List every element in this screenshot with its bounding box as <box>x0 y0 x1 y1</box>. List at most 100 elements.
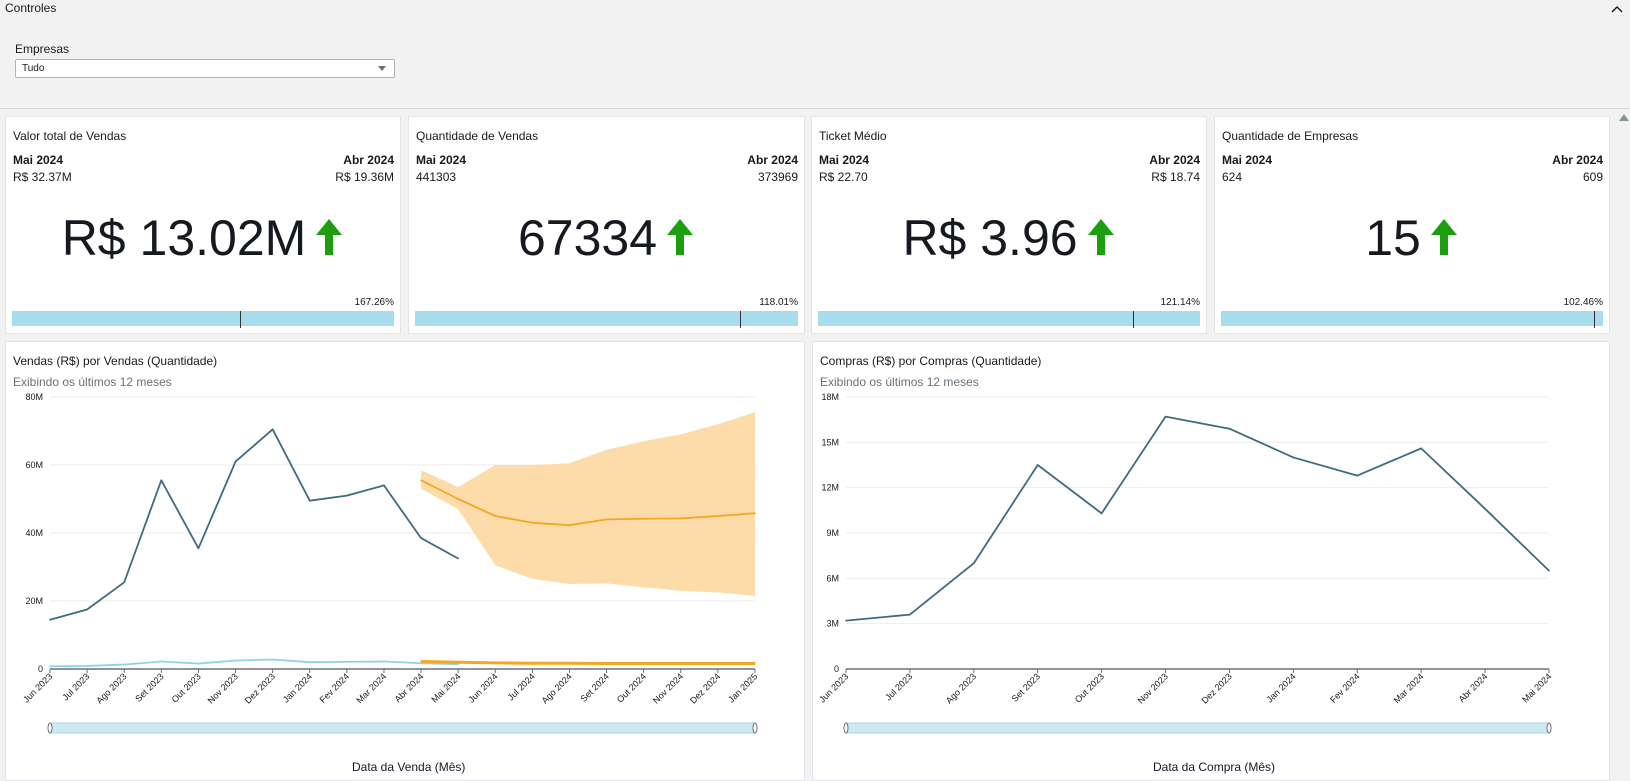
kpi-main-value: R$ 13.02M <box>61 210 307 266</box>
series-line <box>49 658 459 668</box>
x-tick-label: Ago 2023 <box>94 671 128 705</box>
previous-period-label: Abr 2024 <box>747 153 798 167</box>
kpi-title: Quantidade de Vendas <box>416 129 539 143</box>
kpi-main-value: 67334 <box>517 210 658 266</box>
data-point <box>1484 508 1486 510</box>
x-tick-label: Jun 2024 <box>466 671 499 704</box>
x-tick-label: Set 2023 <box>133 671 166 704</box>
kpi-main-value-wrap: 15 <box>1215 209 1609 267</box>
arrow-up-icon <box>1430 218 1457 255</box>
kpi-main-value-wrap: R$ 3.96 <box>812 209 1206 267</box>
chart-card-vendas: 0 20M 40M 60M 80M Jun 2023 Jul 2023 Ago 2023 Set… <box>5 341 805 781</box>
kpi-progress-bar <box>12 311 394 328</box>
range-slider-handle-left[interactable] <box>843 722 849 734</box>
x-tick-label: Jan 2024 <box>1265 671 1298 704</box>
data-point <box>49 665 51 668</box>
x-tick-label: Mai 2024 <box>429 671 462 704</box>
arrow-up-icon <box>316 218 343 255</box>
data-point <box>717 662 719 665</box>
x-tick-label: Mar 2024 <box>354 671 388 705</box>
kpi-card-quantidade-empresas: Quantidade de Empresas Mai 2024 624 Abr 202… <box>1214 116 1610 334</box>
kpi-main-value: 15 <box>1365 210 1421 266</box>
data-point <box>234 659 237 662</box>
kpi-percent: 102.46% <box>1563 297 1603 308</box>
controls-panel: Controles Empresas Tudo <box>0 0 1630 109</box>
data-point <box>717 515 719 517</box>
data-point <box>605 518 608 521</box>
x-tick-label: Dez 2023 <box>243 671 277 705</box>
data-point <box>457 498 459 500</box>
data-point <box>160 479 163 482</box>
x-tick-label: Jul 2024 <box>506 671 537 702</box>
kpi-card-quantidade-vendas: Quantidade de Vendas Mai 2024 441303 Abr 20… <box>408 116 805 334</box>
previous-period-value: R$ 19.36M <box>335 170 394 184</box>
y-tick-label: 40M <box>25 528 43 538</box>
kpi-progress-marker <box>739 311 741 328</box>
y-tick-label: 0 <box>834 664 839 674</box>
data-point <box>679 517 682 520</box>
data-point <box>1420 447 1422 450</box>
filter-label-empresas: Empresas <box>15 42 70 56</box>
empresas-select[interactable]: Tudo <box>15 59 395 78</box>
current-period-label: Mai 2024 <box>1222 153 1273 167</box>
kpi-main-value: R$ 3.96 <box>902 210 1078 266</box>
x-tick-label: Out 2023 <box>1073 671 1106 704</box>
range-slider-handle-left[interactable] <box>47 722 53 734</box>
data-point <box>420 660 422 663</box>
data-point <box>197 662 200 665</box>
data-point <box>49 618 51 621</box>
x-tick-label: Set 2023 <box>1010 671 1043 704</box>
x-tick-label: Jan 2024 <box>281 671 314 704</box>
x-tick-label: Ago 2024 <box>540 671 574 705</box>
data-point <box>160 660 163 663</box>
kpi-main-value-wrap: R$ 13.02M <box>6 209 400 267</box>
previous-period-label: Abr 2024 <box>343 153 394 167</box>
kpi-title: Valor total de Vendas <box>13 129 127 143</box>
y-tick-label: 60M <box>25 460 43 470</box>
data-point <box>308 661 311 663</box>
chart-subtitle: Exibindo os últimos 12 meses <box>820 375 979 389</box>
kpi-progress-marker <box>1593 311 1595 328</box>
data-point <box>973 562 975 565</box>
current-period-label: Mai 2024 <box>416 153 467 167</box>
chart-card-compras: 0 3M 6M 9M 12M 15M 18M Jun 2023 Jul 2023 Ago 2023… <box>812 341 1610 781</box>
data-point <box>420 479 422 482</box>
x-tick-label: Out 2024 <box>615 671 648 704</box>
range-slider-handle-right[interactable] <box>1546 722 1552 734</box>
data-point <box>494 662 497 664</box>
data-point <box>1164 415 1167 418</box>
x-tick-label: Mai 2024 <box>1520 671 1553 704</box>
y-tick-label: 3M <box>826 619 839 629</box>
data-point <box>123 581 126 584</box>
arrow-up-icon <box>667 218 694 255</box>
data-point <box>197 547 200 550</box>
data-point <box>271 658 274 661</box>
data-point <box>754 512 756 515</box>
previous-period-label: Abr 2024 <box>1149 153 1200 167</box>
data-point <box>568 524 571 526</box>
data-point <box>642 662 645 665</box>
data-point <box>308 499 311 502</box>
data-point <box>642 517 645 520</box>
range-slider-handle-right[interactable] <box>752 722 758 734</box>
data-point <box>346 661 348 663</box>
x-tick-label: Dez 2024 <box>688 671 722 705</box>
previous-period-value: 373969 <box>757 170 798 184</box>
data-point <box>86 608 88 611</box>
kpi-card-ticket-medio: Ticket Médio Mai 2024 R$ 22.70 Abr 2024 R$ 1… <box>811 116 1207 334</box>
kpi-progress-bar <box>415 311 798 328</box>
chart-subtitle: Exibindo os últimos 12 meses <box>13 375 172 389</box>
kpi-progress-marker <box>240 311 242 328</box>
data-point <box>531 662 534 665</box>
x-tick-label: Jul 2023 <box>883 671 914 702</box>
x-tick-label: Nov 2023 <box>206 671 240 705</box>
chevron-up-icon[interactable] <box>1610 2 1624 16</box>
current-period-value: R$ 22.70 <box>819 170 868 184</box>
series-line <box>49 428 459 621</box>
x-tick-label: Fev 2024 <box>1328 671 1362 705</box>
x-axis-title: Data da Venda (Mês) <box>352 760 466 774</box>
x-tick-label: Nov 2023 <box>1136 671 1170 705</box>
scroll-up-icon[interactable] <box>1619 114 1629 121</box>
previous-period-label: Abr 2024 <box>1552 153 1603 167</box>
